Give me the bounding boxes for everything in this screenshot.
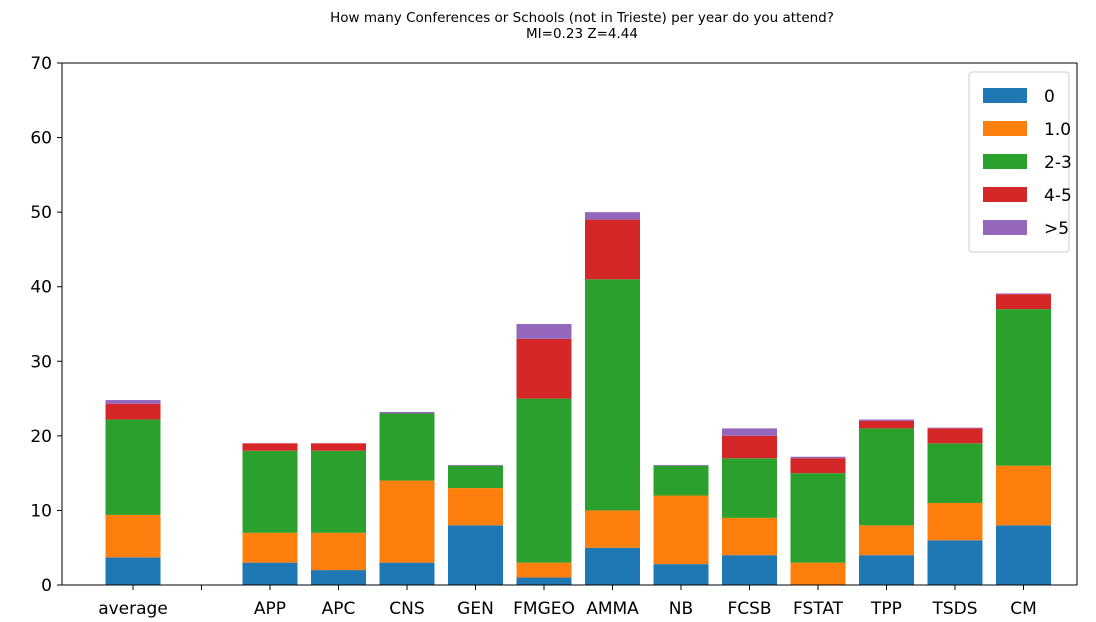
x-tick-label: FMGEO [513,599,575,619]
legend-label: 4-5 [1044,186,1072,206]
x-tick-label: APP [254,599,286,619]
bar-segment-APP-3 [242,443,298,451]
bar-segment-CM-2 [996,309,1051,466]
y-tick-label: 70 [30,54,52,74]
legend: 0 1.0 2-3 4-5 >5 [968,71,1072,253]
y-tick-label: 30 [30,352,52,372]
x-tick-label: CM [1010,599,1037,619]
bar-segment-average-4 [105,400,161,404]
bar-segment-CM-4 [996,293,1051,295]
bar-segment-FSTAT-2 [790,473,846,563]
x-tick-label: TPP [870,599,902,619]
bar-segment-average-3 [105,403,161,420]
bar-segment-NB-2 [653,465,709,496]
x-tick-label: FCSB [727,599,771,619]
bar-segment-FMGEO-3 [516,338,572,399]
bar-segment-CM-0 [996,525,1051,585]
bar-segment-AMMA-0 [585,547,640,585]
legend-swatch [983,154,1027,169]
bar-segment-FSTAT-3 [790,458,846,474]
bar-segment-FCSB-0 [722,555,777,585]
bar-segment-TPP-3 [859,420,914,429]
bar-segment-FMGEO-2 [516,398,572,563]
y-tick-label: 40 [30,278,52,298]
bar-segment-TSDS-1 [927,502,983,541]
chart-title: How many Conferences or Schools (not in … [330,10,834,26]
bar-segment-TPP-4 [859,419,914,421]
bar-segment-CNS-1 [379,480,435,563]
bar-segment-FCSB-3 [722,435,777,459]
bar-segment-AMMA-2 [585,279,640,511]
bar-segment-CNS-4 [379,411,435,414]
bar-segment-FCSB-2 [722,458,777,518]
bar-segment-TPP-0 [859,555,914,585]
bar-segment-GEN-0 [448,525,503,585]
y-tick-label: 10 [30,501,52,521]
x-tick-label: NB [669,599,693,619]
legend-label: 2-3 [1044,153,1072,173]
bar-segment-APC-1 [311,532,366,571]
bar-segment-APP-1 [242,532,298,563]
bar-segment-FCSB-1 [722,517,777,556]
bar-segment-FMGEO-4 [516,324,572,339]
bar-segment-APC-0 [311,570,366,585]
bar-segment-APC-3 [311,443,366,451]
x-tick-label: APC [322,599,356,619]
bar-segment-AMMA-4 [585,212,640,220]
bar-segment-APP-0 [242,562,298,585]
bar-segment-GEN-1 [448,488,503,526]
x-tick-label: average [98,599,168,619]
legend-label: 1.0 [1044,120,1071,140]
chart-subtitle: MI=0.23 Z=4.44 [526,26,638,42]
bar-segment-TSDS-4 [927,427,983,429]
bar-segment-FSTAT-1 [790,562,846,585]
bar-segment-TSDS-3 [927,428,983,444]
bar-segment-NB-1 [653,495,709,565]
bar-segment-APP-2 [242,450,298,533]
legend-swatch [983,187,1027,202]
bar-segment-CNS-0 [379,562,435,585]
bar-segment-average-0 [105,557,161,585]
legend-swatch [983,121,1027,136]
x-tick-label: FSTAT [793,599,844,619]
y-tick-label: 60 [30,129,52,149]
y-tick-label: 50 [30,203,52,223]
legend-swatch [983,220,1027,235]
bar-segment-FMGEO-0 [516,577,572,585]
x-tick-label: CNS [389,599,424,619]
bar-segment-FSTAT-4 [790,456,846,459]
bar-segment-TSDS-2 [927,443,983,503]
bar-segment-average-2 [105,419,161,515]
legend-label: 0 [1044,87,1055,107]
bar-segment-NB-0 [653,564,709,585]
x-tick-label: AMMA [586,599,639,619]
bars-layer [105,212,1051,585]
bar-segment-CM-1 [996,465,1051,526]
bar-segment-average-1 [105,514,161,558]
y-tick-label: 20 [30,427,52,447]
bar-segment-GEN-2 [448,465,503,489]
bar-segment-APC-2 [311,450,366,533]
bar-segment-TPP-2 [859,428,914,526]
legend-swatch [983,88,1027,103]
bar-segment-NB-4 [653,464,709,466]
bar-segment-AMMA-1 [585,510,640,548]
x-tick-label: GEN [457,599,494,619]
plot-frame [61,62,1078,586]
y-tick-label: 0 [41,576,52,596]
bar-segment-TSDS-0 [927,540,983,585]
bar-segment-GEN-4 [448,464,503,466]
bar-segment-CM-3 [996,294,1051,310]
bar-segment-AMMA-3 [585,219,640,280]
bar-segment-TPP-1 [859,525,914,556]
axes-layer: 0 10 20 30 40 50 60 70 average APP APC CNS GEN FMGEO A… [30,54,1078,619]
bar-segment-FCSB-4 [722,428,777,436]
x-tick-label: TSDS [931,599,977,619]
legend-label: >5 [1044,219,1069,239]
bar-segment-FMGEO-1 [516,562,572,578]
bar-segment-CNS-2 [379,413,435,481]
